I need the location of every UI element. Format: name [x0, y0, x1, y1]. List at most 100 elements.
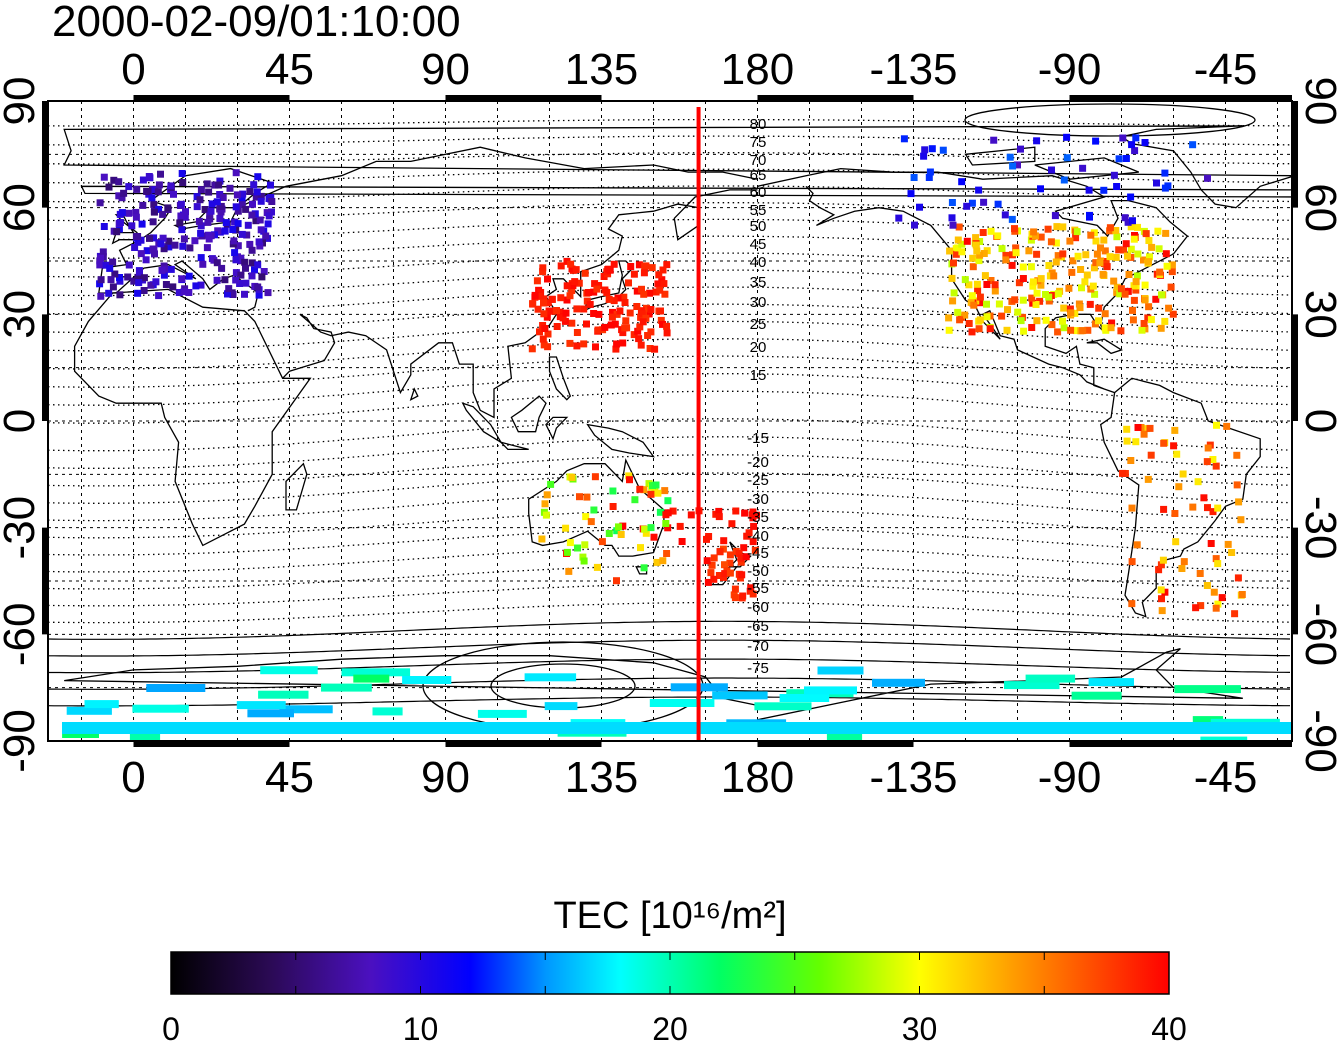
tec-observation-box [167, 265, 175, 273]
tec-observation-box [616, 307, 624, 315]
tec-observation-box [1172, 538, 1180, 546]
tec-observation-box [817, 666, 864, 675]
tec-observation-box [1088, 678, 1134, 687]
tec-observation-box [1214, 600, 1222, 608]
tec-observation-box [134, 289, 142, 297]
tec-observation-box [663, 322, 671, 330]
tec-observation-box [1011, 225, 1018, 233]
tec-observation-box [253, 188, 261, 196]
tec-observation-box [1162, 229, 1170, 237]
magnetic-latitude-label: 25 [750, 316, 767, 333]
magnetic-latitude-label: 35 [750, 274, 767, 291]
tec-observation-box [193, 203, 201, 211]
tec-observation-box [541, 500, 549, 508]
tec-observation-box [1155, 566, 1163, 574]
tec-observation-box [1130, 296, 1138, 304]
tec-observation-box [1196, 570, 1204, 577]
tec-observation-box [222, 219, 230, 227]
tec-observation-box [171, 241, 179, 249]
tec-observation-box [1134, 223, 1141, 231]
tec-observation-box [645, 310, 653, 318]
tec-observation-box [1155, 245, 1163, 253]
tec-observation-box [139, 176, 147, 184]
tec-observation-box [1144, 475, 1152, 483]
tec-observation-box [1140, 320, 1148, 327]
tec-observation-box [1192, 716, 1224, 725]
tec-observation-box [197, 281, 205, 289]
tec-observation-box [540, 295, 548, 303]
tec-observation-box [726, 551, 734, 559]
tec-observation-box [1106, 224, 1114, 232]
tec-observation-box [968, 292, 976, 300]
tec-observation-box [1140, 430, 1148, 438]
tec-observation-box [659, 266, 667, 274]
tec-observation-box [1192, 604, 1200, 612]
tec-observation-box [120, 189, 128, 197]
tec-observation-box [574, 544, 581, 552]
tec-observation-box [217, 208, 225, 216]
tec-observation-box [1146, 253, 1153, 261]
tec-observation-box [644, 332, 652, 339]
tec-observation-box [610, 297, 618, 305]
tec-observation-box [1033, 289, 1041, 297]
tec-observation-box [1037, 275, 1045, 283]
tec-observation-box [100, 173, 108, 181]
tec-observation-box [1233, 451, 1241, 459]
tec-observation-box [192, 282, 200, 290]
tec-observation-box [268, 208, 275, 216]
tec-observation-box [132, 213, 140, 221]
tec-observation-box [135, 279, 143, 287]
tec-observation-box [1128, 558, 1136, 566]
tec-observation-box [1160, 505, 1168, 513]
tec-observation-box [553, 307, 560, 314]
tec-observation-box [958, 240, 966, 248]
tec-observation-box [973, 280, 981, 288]
tec-observation-box [728, 520, 736, 528]
tec-observation-box [1076, 304, 1084, 312]
tec-observation-box [1129, 316, 1137, 324]
tec-observation-box [179, 179, 187, 186]
tec-observation-box [1047, 238, 1055, 246]
tec-observation-box [528, 345, 536, 353]
tec-observation-box [1142, 230, 1150, 238]
tec-observation-box [1092, 237, 1100, 245]
tec-observation-box [1145, 303, 1153, 311]
tec-observation-box [609, 503, 617, 510]
tec-observation-box [1223, 422, 1231, 430]
magnetic-latitude-label: 70 [750, 152, 767, 169]
magnetic-latitude-label: 65 [750, 167, 767, 184]
tec-observation-box [737, 558, 745, 566]
tec-observation-box [215, 181, 223, 189]
tec-observation-box [1093, 250, 1101, 258]
tec-observation-box [250, 181, 258, 189]
lon-tick-label-bottom: -45 [1194, 753, 1258, 802]
lat-tick-label-left: -60 [0, 603, 44, 667]
tec-observation-box [994, 232, 1002, 240]
tec-observation-box [712, 691, 768, 700]
tec-observation-box [976, 316, 984, 324]
tec-observation-box [678, 538, 686, 545]
lat-tick-label-left: 60 [0, 183, 44, 232]
tec-observation-box [945, 326, 953, 334]
magnetic-latitude-label: -65 [747, 618, 769, 635]
tec-observation-box [1153, 179, 1160, 187]
tec-observation-box [1131, 147, 1139, 155]
tec-observation-box [254, 173, 262, 181]
tec-observation-box [613, 340, 621, 348]
tec-observation-box [248, 211, 256, 219]
magnetic-latitude-label: -60 [747, 599, 769, 616]
tec-observation-box [232, 169, 240, 177]
tec-observation-box [1124, 218, 1132, 226]
tec-observation-box [110, 176, 118, 184]
tec-observation-box [1027, 263, 1035, 271]
tec-observation-box [157, 170, 164, 178]
magnetic-latitude-label: -25 [747, 472, 769, 489]
tec-observation-box [747, 584, 755, 592]
tec-observation-box [262, 232, 270, 240]
tec-observation-box [100, 223, 108, 230]
tec-observation-box [544, 330, 552, 338]
tec-observation-box [248, 259, 256, 267]
tec-observation-box [1156, 268, 1164, 276]
tec-observation-box [179, 242, 187, 250]
tec-observation-box [1029, 282, 1037, 290]
